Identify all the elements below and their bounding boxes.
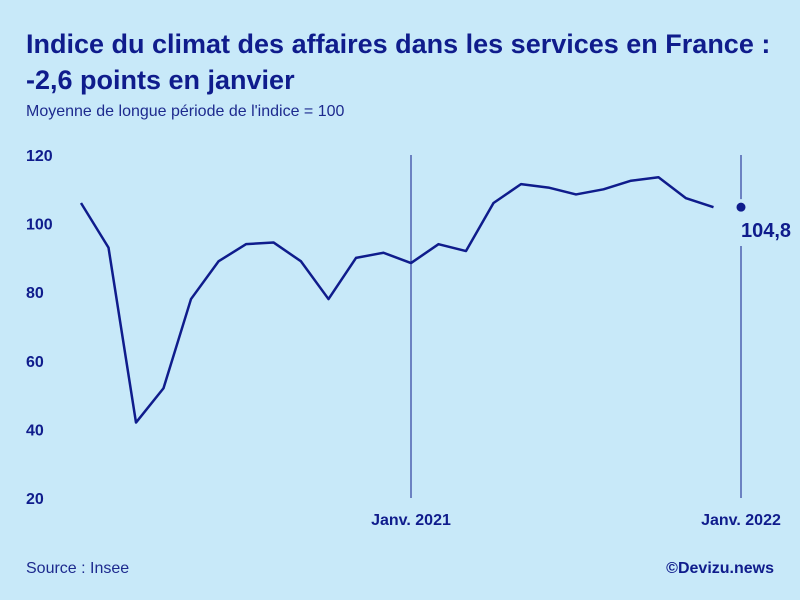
chart-subtitle: Moyenne de longue période de l'indice = …	[26, 103, 345, 120]
last-point	[736, 202, 746, 212]
series-line	[79, 176, 714, 424]
x-tick-label: Janv. 2022	[701, 512, 781, 529]
x-markers: Janv. 2021 Janv. 2022	[371, 155, 781, 529]
chart-title: Indice du climat des affaires dans les s…	[26, 29, 771, 95]
y-tick-label: 100	[26, 217, 53, 234]
y-axis: 20 40 60 80 100 120	[26, 148, 53, 508]
x-tick-label: Janv. 2021	[371, 512, 451, 529]
y-tick-label: 120	[26, 148, 53, 165]
y-tick-label: 20	[26, 491, 44, 508]
source-note: Source : Insee	[26, 560, 130, 577]
credit: ©Devizu.news	[666, 560, 774, 577]
y-tick-label: 60	[26, 354, 44, 371]
last-value-label: 104,8	[741, 220, 791, 242]
y-tick-label: 80	[26, 285, 44, 302]
series: 104,8	[79, 176, 791, 424]
y-tick-label: 40	[26, 422, 44, 439]
